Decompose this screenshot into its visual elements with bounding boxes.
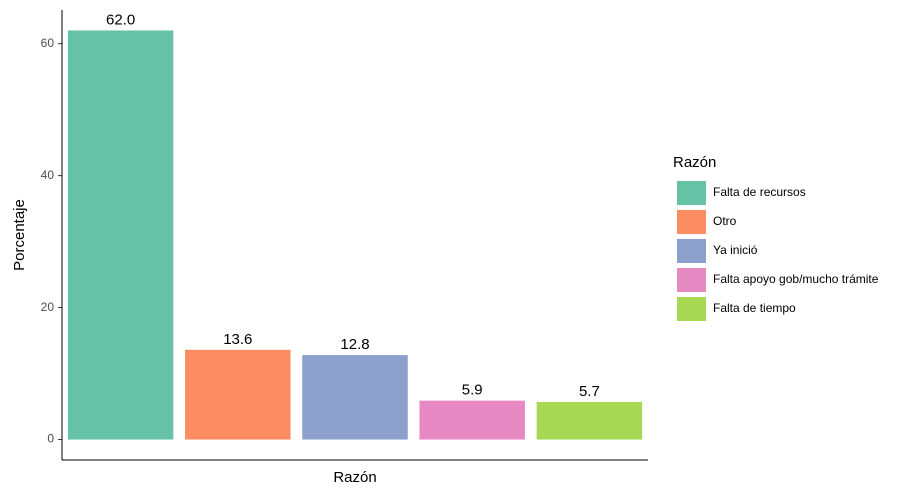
legend-key	[677, 297, 706, 321]
bar	[185, 349, 291, 440]
legend-key	[677, 239, 706, 263]
y-tick-label: 20	[41, 300, 55, 314]
legend-label: Otro	[713, 214, 737, 228]
y-tick-label: 60	[41, 36, 55, 50]
legend-key	[677, 268, 706, 292]
value-label: 13.6	[223, 331, 252, 348]
value-label: 5.7	[579, 383, 600, 400]
value-label: 5.9	[462, 382, 483, 399]
value-label: 62.0	[106, 11, 135, 28]
y-tick-label: 0	[47, 432, 54, 446]
bar	[536, 401, 643, 440]
legend-label: Falta apoyo gob/mucho trámite	[713, 272, 879, 286]
value-label: 12.8	[340, 336, 369, 353]
legend-label: Falta de tiempo	[713, 301, 796, 315]
x-axis-title: Razón	[333, 469, 376, 486]
legend-label: Ya inició	[713, 243, 758, 257]
y-tick-label: 40	[41, 168, 55, 182]
y-axis-title: Porcentaje	[11, 199, 28, 271]
legend-title: Razón	[673, 154, 716, 171]
legend-label: Falta de recursos	[713, 185, 806, 199]
bar	[67, 30, 174, 440]
bar	[302, 355, 408, 440]
bar	[419, 400, 525, 440]
legend-key	[677, 210, 706, 234]
legend-key	[677, 181, 706, 205]
